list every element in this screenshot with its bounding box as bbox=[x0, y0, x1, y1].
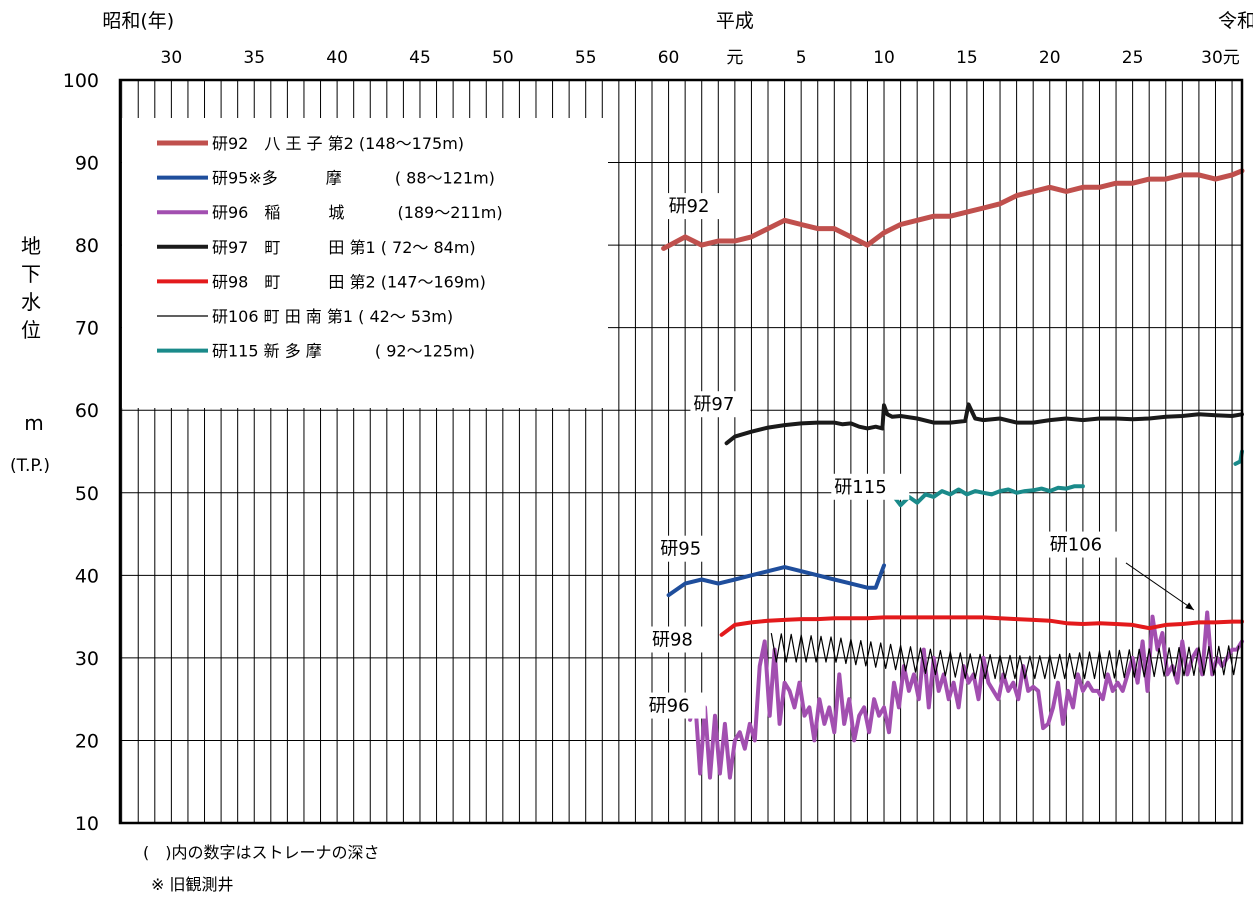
ylabel-char-0: 地 bbox=[21, 234, 41, 258]
series-label-研92: 研92 bbox=[669, 196, 710, 217]
legend-entry-研92: 研92 八 王 子 第2 (148～175m) bbox=[212, 134, 464, 153]
annotation-arrow-line bbox=[1125, 562, 1195, 611]
series-label-bg bbox=[665, 193, 726, 220]
note-strainer: ( )内の数字はストレーナの深さ bbox=[143, 843, 380, 862]
plot-frame bbox=[118, 78, 1244, 825]
x-tick-label: 元 bbox=[726, 48, 743, 68]
axes: 10 20 30 40 50 60 70 80 90 100 30 35 40 45 50 55 60 元 5 10 1… bbox=[63, 10, 1253, 835]
x-tick-label: 10 bbox=[873, 48, 895, 68]
series-label-研96: 研96 bbox=[649, 696, 690, 717]
y-tick-label: 70 bbox=[75, 318, 99, 340]
series-label-研106: 研106 bbox=[1050, 535, 1102, 556]
x-tick-label: 35 bbox=[243, 48, 265, 68]
legend-entry-研97: 研97 町 田 第1 ( 72～ 84m) bbox=[212, 238, 476, 257]
series-label-研98: 研98 bbox=[652, 630, 693, 651]
ylabel-char-1: 下 bbox=[21, 262, 41, 286]
legend: 研92 八 王 子 第2 (148～175m) 研95※多 摩 ( 88～121m… bbox=[157, 134, 503, 361]
series-line-研97 bbox=[724, 402, 1244, 446]
ylabel-char-2: 水 bbox=[21, 290, 41, 314]
y-tick-label: 100 bbox=[63, 70, 99, 92]
series-labels: 研92 研97 研115 研95 研106 研98 研96 bbox=[645, 193, 1195, 719]
annotation-arrow-head bbox=[1185, 602, 1194, 611]
legend-box bbox=[122, 118, 608, 408]
x-tick-label: 45 bbox=[409, 48, 431, 68]
series-label-研97: 研97 bbox=[693, 394, 734, 415]
note-old-well: ※ 旧観測井 bbox=[151, 875, 234, 894]
x-tick-label: 55 bbox=[575, 48, 597, 68]
x-tick-label: 30 bbox=[161, 48, 183, 68]
series-label-bg bbox=[645, 692, 706, 719]
era-label: 令和 bbox=[1218, 10, 1253, 32]
x-tick-label: 20 bbox=[1039, 48, 1061, 68]
era-label: 昭和(年) bbox=[102, 10, 174, 32]
series-line-研106 bbox=[770, 632, 1240, 680]
y-tick-label: 60 bbox=[75, 400, 99, 422]
series-label-bg bbox=[648, 626, 709, 653]
legend-entry-研96: 研96 稲 城 (189～211m) bbox=[212, 203, 503, 222]
series-layer bbox=[661, 168, 1245, 780]
y-tick-label: 30 bbox=[75, 648, 99, 670]
series-line-研95 bbox=[666, 563, 886, 598]
y-tick-label: 40 bbox=[75, 565, 99, 587]
era-label: 平成 bbox=[716, 10, 754, 32]
series-label-研115: 研115 bbox=[834, 477, 886, 498]
series-label-bg bbox=[831, 473, 910, 500]
y-unit: m bbox=[24, 411, 43, 435]
x-tick-label: 25 bbox=[1122, 48, 1144, 68]
legend-entry-研106: 研106 町 田 南 第1 ( 42～ 53m) bbox=[212, 307, 453, 326]
series-line-研98 bbox=[719, 615, 1244, 637]
x-tick-label: 40 bbox=[326, 48, 348, 68]
series-label-bg bbox=[690, 391, 751, 418]
x-tick-label: 50 bbox=[492, 48, 514, 68]
y-tick-label: 10 bbox=[75, 813, 99, 835]
legend-entry-研95: 研95※多 摩 ( 88～121m) bbox=[212, 169, 495, 188]
legend-entry-研98: 研98 町 田 第2 (147～169m) bbox=[212, 272, 486, 291]
x-tick-label: 30元 bbox=[1201, 48, 1240, 68]
y-datum: (T.P.) bbox=[10, 456, 50, 476]
x-tick-label: 15 bbox=[956, 48, 978, 68]
y-tick-label: 80 bbox=[75, 235, 99, 257]
legend-entry-研115: 研115 新 多 摩 ( 92～125m) bbox=[212, 342, 475, 361]
series-label-研95: 研95 bbox=[660, 539, 701, 560]
series-line-研92 bbox=[661, 168, 1245, 251]
x-tick-label: 5 bbox=[796, 48, 807, 68]
series-line-研115 bbox=[882, 484, 1085, 508]
series-label-bg bbox=[1046, 531, 1125, 558]
y-tick-label: 20 bbox=[75, 730, 99, 752]
y-tick-label: 50 bbox=[75, 483, 99, 505]
ylabel-char-3: 位 bbox=[21, 318, 41, 342]
y-tick-label: 90 bbox=[75, 153, 99, 175]
series-label-bg bbox=[657, 535, 718, 562]
x-tick-label: 60 bbox=[658, 48, 680, 68]
